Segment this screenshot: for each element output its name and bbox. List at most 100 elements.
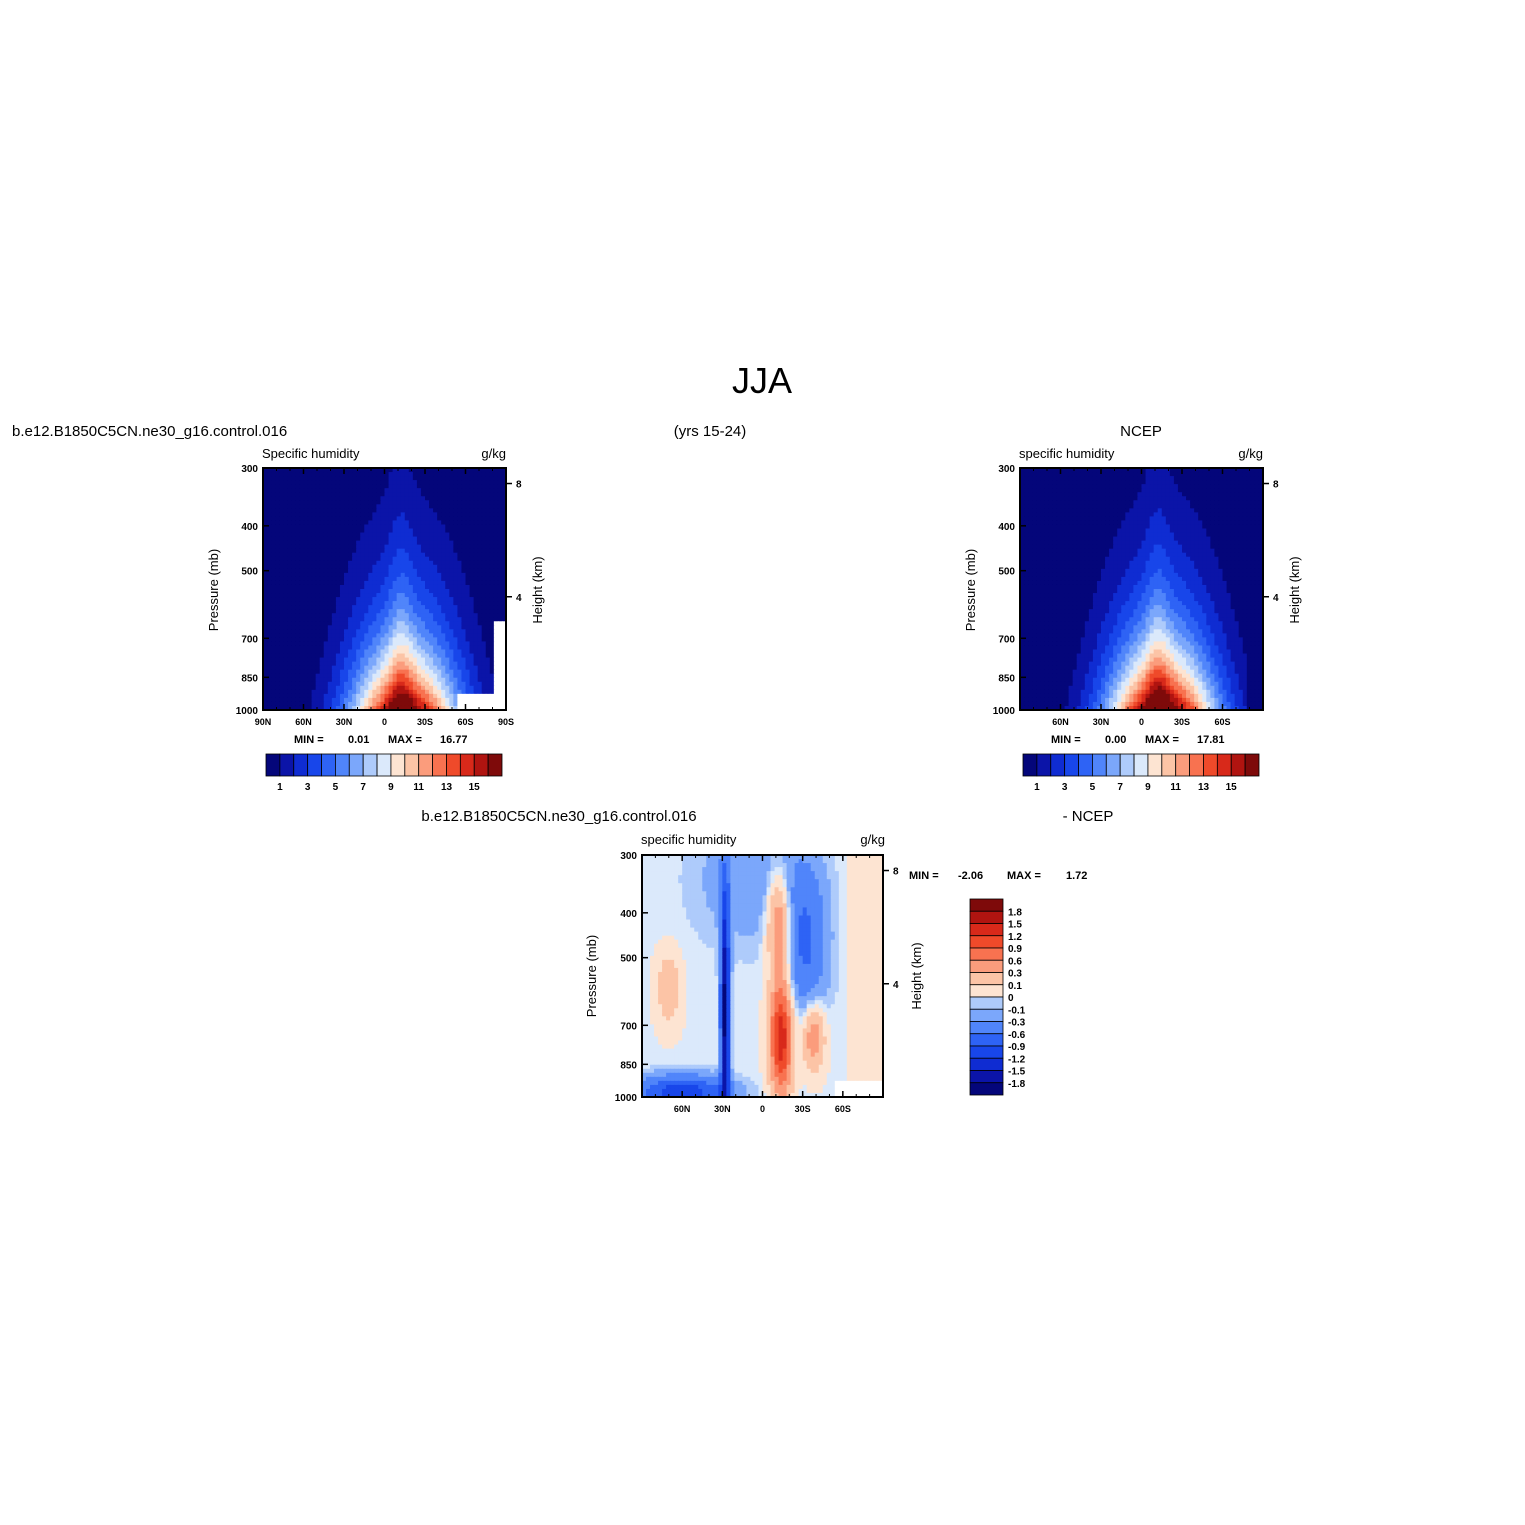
contour-cell	[335, 520, 341, 526]
contour-cell	[461, 492, 467, 497]
contour-cell	[303, 504, 309, 509]
contour-cell	[441, 524, 446, 530]
contour-cell	[380, 593, 386, 598]
contour-cell	[1076, 520, 1082, 526]
contour-cell	[388, 492, 394, 497]
contour-cell	[1129, 500, 1134, 505]
contour-cell	[303, 605, 309, 610]
contour-cell	[327, 653, 333, 659]
contour-cell	[412, 488, 418, 493]
contour-cell	[275, 484, 280, 489]
contour-cell	[303, 589, 309, 594]
contour-cell	[1117, 512, 1122, 517]
contour-cell	[339, 697, 345, 703]
contour-cell	[441, 468, 446, 473]
contour-cell	[449, 536, 454, 542]
contour-cell	[295, 625, 301, 630]
contour-cell	[457, 625, 463, 630]
contour-cell	[396, 472, 402, 477]
contour-cell	[311, 693, 317, 699]
contour-cell	[1153, 536, 1159, 542]
contour-cell	[449, 512, 454, 517]
contour-cell	[291, 468, 296, 473]
contour-cell	[1056, 484, 1062, 489]
contour-cell	[368, 657, 373, 663]
contour-cell	[1028, 472, 1033, 477]
contour-cell	[267, 472, 272, 477]
contour-cell	[425, 613, 430, 618]
contour-cell	[372, 661, 377, 667]
contour-cell	[307, 589, 313, 594]
contour-cell	[1121, 476, 1126, 481]
contour-cell	[1153, 532, 1159, 538]
contour-cell	[477, 520, 483, 526]
contour-cell	[283, 492, 288, 497]
contour-cell	[1206, 508, 1211, 513]
contour-cell	[1186, 536, 1191, 542]
contour-cell	[497, 677, 503, 683]
contour-cell	[433, 629, 438, 634]
contour-cell	[1028, 476, 1033, 481]
contour-cell	[493, 504, 499, 509]
contour-cell	[348, 496, 353, 501]
contour-cell	[396, 625, 402, 630]
contour-cell	[1117, 516, 1122, 522]
contour-cell	[291, 512, 296, 517]
contour-cell	[1117, 532, 1122, 538]
contour-cell	[420, 564, 426, 570]
contour-cell	[445, 520, 450, 526]
contour-cell	[1044, 492, 1049, 497]
contour-cell	[315, 540, 321, 546]
contour-cell	[271, 580, 276, 586]
contour-cell	[449, 540, 454, 546]
xtick-label: 60S	[457, 717, 473, 727]
contour-cell	[287, 568, 292, 574]
contour-cell	[469, 552, 475, 558]
contour-cell	[445, 605, 450, 610]
contour-cell	[279, 705, 284, 711]
contour-cell	[473, 528, 479, 534]
contour-cell	[376, 637, 382, 643]
contour-cell	[315, 697, 321, 703]
contour-cell	[368, 512, 373, 517]
contour-cell	[348, 528, 353, 534]
contour-cell	[433, 556, 438, 562]
contour-cell	[425, 669, 430, 675]
contour-cell	[380, 589, 386, 594]
contour-cell	[380, 556, 386, 562]
contour-cell	[352, 584, 357, 590]
contour-cell	[1020, 552, 1025, 558]
contour-cell	[1182, 516, 1187, 522]
contour-cell	[311, 512, 317, 517]
contour-cell	[344, 593, 349, 598]
contour-cell	[457, 472, 463, 477]
contour-cell	[396, 653, 402, 659]
contour-cell	[441, 528, 446, 534]
contour-cell	[457, 584, 463, 590]
contour-cell	[1214, 492, 1220, 497]
contour-cell	[489, 649, 495, 655]
contour-cell	[416, 657, 422, 663]
contour-cell	[384, 601, 390, 606]
contour-cell	[360, 657, 365, 663]
contour-cell	[335, 629, 341, 634]
contour-cell	[1190, 536, 1195, 542]
contour-cell	[1145, 484, 1151, 489]
contour-cell	[429, 593, 434, 598]
contour-cell	[388, 572, 394, 578]
contour-cell	[319, 593, 325, 598]
contour-cell	[299, 584, 305, 590]
contour-cell	[416, 589, 422, 594]
contour-cell	[356, 476, 361, 481]
contour-cell	[1242, 468, 1248, 473]
contour-cell	[356, 520, 361, 526]
contour-cell	[1129, 528, 1134, 534]
contour-cell	[1101, 484, 1106, 489]
contour-cell	[327, 701, 333, 707]
contour-cell	[1186, 532, 1191, 538]
contour-cell	[425, 673, 430, 679]
contour-cell	[497, 637, 503, 643]
contour-cell	[1153, 492, 1159, 497]
contour-cell	[416, 560, 422, 566]
contour-cell	[295, 697, 301, 703]
